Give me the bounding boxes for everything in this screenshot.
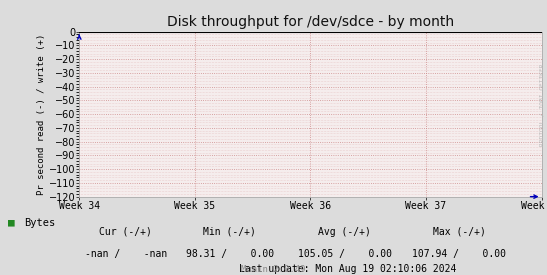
Text: 98.31 /    0.00: 98.31 / 0.00 — [185, 249, 274, 259]
Text: -nan /    -nan: -nan / -nan — [85, 249, 167, 259]
Text: Munin 2.0.49: Munin 2.0.49 — [241, 265, 306, 274]
Text: Bytes: Bytes — [25, 218, 56, 228]
Text: Avg (-/+): Avg (-/+) — [318, 227, 371, 237]
Text: Last update: Mon Aug 19 02:10:06 2024: Last update: Mon Aug 19 02:10:06 2024 — [238, 264, 456, 274]
Text: Max (-/+): Max (-/+) — [433, 227, 486, 237]
Y-axis label: Pr second read (-) / write (+): Pr second read (-) / write (+) — [37, 34, 46, 195]
Text: Min (-/+): Min (-/+) — [203, 227, 256, 237]
Text: ■: ■ — [8, 218, 15, 228]
Title: Disk throughput for /dev/sdce - by month: Disk throughput for /dev/sdce - by month — [167, 15, 454, 29]
Text: Cur (-/+): Cur (-/+) — [100, 227, 152, 237]
Text: RRDTOOL / TOBI OETIKER: RRDTOOL / TOBI OETIKER — [539, 63, 544, 146]
Text: 107.94 /    0.00: 107.94 / 0.00 — [412, 249, 507, 259]
Text: 105.05 /    0.00: 105.05 / 0.00 — [298, 249, 392, 259]
